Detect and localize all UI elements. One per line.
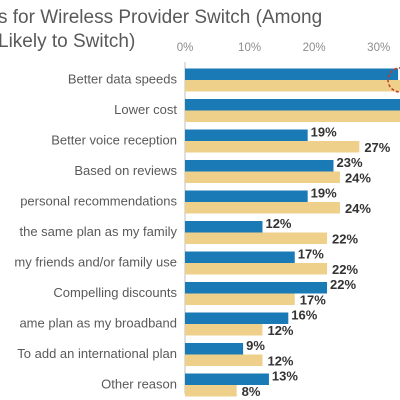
bar [185, 202, 340, 214]
category-label: personal recommendations [20, 193, 177, 208]
value-label: 9% [246, 338, 265, 353]
value-label: 19% [311, 125, 337, 140]
bar [185, 232, 328, 244]
bar [185, 251, 295, 263]
bar [185, 99, 400, 111]
x-tick-label: 0% [177, 42, 194, 54]
category-label: To add an international plan [17, 346, 177, 361]
bar [185, 129, 308, 141]
value-label: 22% [330, 277, 356, 292]
plot: 0% 10% 20% 30% Better data speeds Lower cost B… [14, 42, 400, 399]
value-label: 12% [265, 216, 291, 231]
bar [185, 373, 269, 385]
bar [185, 160, 334, 172]
value-label: 19% [311, 186, 337, 201]
bar [185, 354, 263, 366]
category-label: Lower cost [114, 102, 177, 117]
value-label: 23% [336, 155, 362, 170]
value-label: 24% [345, 171, 371, 186]
x-tick-label: 10% [238, 42, 261, 54]
bar [185, 312, 289, 324]
category-label: Other reason [101, 376, 177, 391]
bar [185, 68, 399, 80]
bar [185, 110, 400, 122]
highlight-circle [387, 67, 400, 93]
category-label: my friends and/or family use [14, 254, 177, 269]
bar [185, 263, 328, 275]
value-label: 12% [267, 323, 293, 338]
chart-title: Likely to Switch) [0, 31, 135, 52]
category-label: ame plan as my broadband [19, 315, 177, 330]
category-label: Based on reviews [74, 163, 177, 178]
category-label: Better voice reception [51, 132, 177, 147]
bar [185, 141, 360, 153]
value-label: 17% [298, 247, 324, 262]
value-label: 24% [345, 201, 371, 216]
bar [185, 293, 295, 305]
value-label: 13% [272, 369, 298, 384]
value-label: 12% [267, 354, 293, 369]
value-label: 22% [332, 262, 358, 277]
value-label: 22% [332, 232, 358, 247]
bar [185, 80, 400, 92]
chart-title: s for Wireless Provider Switch (Among [0, 7, 322, 28]
bar [185, 171, 340, 183]
bar [185, 221, 263, 233]
category-label: Compelling discounts [53, 285, 177, 300]
bar [185, 343, 244, 355]
bar [185, 385, 237, 397]
value-label: 16% [291, 308, 317, 323]
value-label: 27% [364, 140, 390, 155]
value-label: 17% [300, 293, 326, 308]
bar [185, 190, 308, 202]
value-label: 8% [242, 384, 261, 399]
x-tick-label: 20% [303, 42, 326, 54]
category-label: Better data speeds [68, 71, 178, 86]
category-label: the same plan as my family [19, 224, 177, 239]
x-tick-label: 30% [367, 42, 390, 54]
bar [185, 324, 263, 336]
bar [185, 282, 328, 294]
